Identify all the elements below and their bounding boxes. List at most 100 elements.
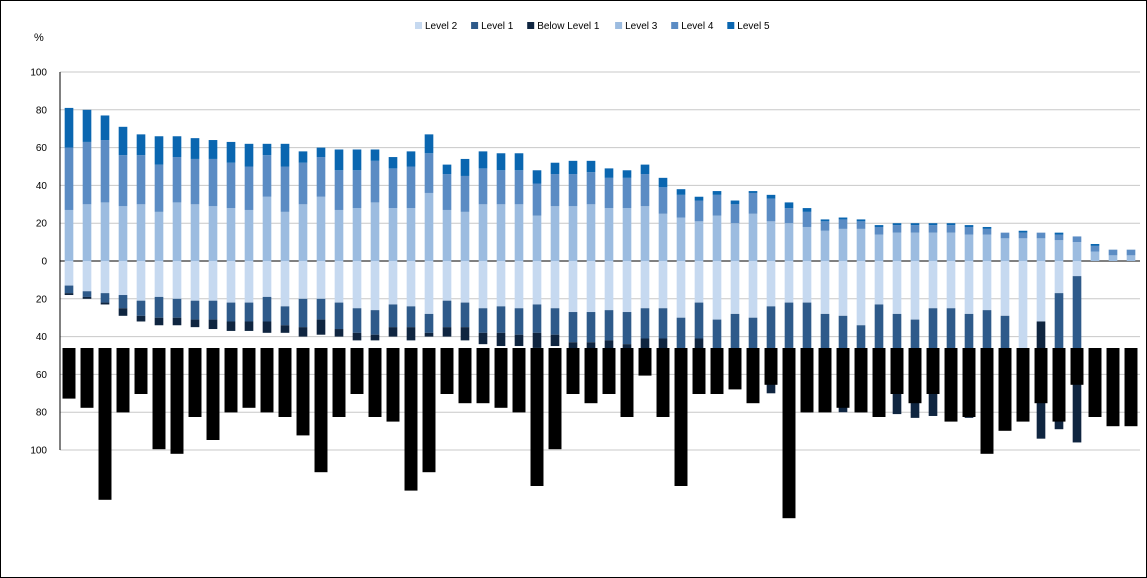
bar-level-3: [982, 234, 992, 261]
bar-level-5: [838, 217, 848, 220]
bar-level-2: [964, 261, 974, 314]
bar-level-5: [370, 149, 380, 161]
bar-level-5: [118, 126, 128, 156]
bar-level-4: [712, 194, 722, 216]
bar-level-1: [802, 302, 812, 356]
bar-level-2: [280, 261, 290, 307]
bar-level-1: [820, 313, 830, 365]
bar-level-4: [82, 141, 92, 205]
y-axis-unit-label: %: [34, 32, 44, 44]
bar-level-5: [1018, 230, 1028, 233]
bar-level-2: [622, 261, 632, 313]
category-label-redacted: [116, 348, 130, 413]
bar-level-5: [244, 143, 254, 167]
bar-level-1: [532, 304, 542, 333]
legend-swatch: [727, 22, 735, 29]
bar-level-1: [784, 302, 794, 348]
bar-level-1: [766, 306, 776, 358]
bar-level-2: [478, 261, 488, 309]
bar-level-1: [1000, 315, 1010, 381]
bar-level-4: [154, 164, 164, 212]
bar-level-3: [784, 223, 794, 261]
bar-level-1: [586, 312, 596, 343]
category-label-redacted: [584, 348, 598, 404]
bar-level-3: [568, 206, 578, 261]
bar-level-3: [226, 208, 236, 261]
bar-level-3: [712, 215, 722, 261]
legend-entry: Level 4: [681, 21, 714, 32]
bar-level-3: [460, 211, 470, 261]
legend-swatch: [615, 22, 623, 29]
bar-level-2: [172, 261, 182, 299]
bar-level-5: [694, 196, 704, 201]
bar-level-4: [316, 157, 326, 197]
bar-level-3: [424, 192, 434, 261]
bar-level-2: [100, 261, 110, 294]
bar-level-3: [316, 196, 326, 261]
bar-level-1: [694, 302, 704, 339]
category-label-redacted: [764, 348, 778, 385]
bar-level-2: [1000, 261, 1010, 316]
bar-level-1: [478, 308, 488, 333]
bar-level-1: [1054, 293, 1064, 367]
category-label-redacted: [62, 348, 76, 399]
bar-below-level-1: [334, 329, 344, 337]
bar-level-2: [604, 261, 614, 311]
bar-level-1: [658, 308, 668, 339]
category-label-redacted: [710, 348, 724, 394]
bar-level-1: [712, 319, 722, 360]
bar-level-1: [370, 310, 380, 335]
bar-level-5: [388, 157, 398, 169]
bar-level-4: [622, 177, 632, 209]
bar-level-3: [1090, 251, 1100, 261]
y-tick-label: 0: [41, 257, 47, 268]
bar-level-1: [280, 306, 290, 326]
bar-level-1: [892, 313, 902, 382]
legend-swatch: [415, 22, 422, 29]
bar-level-2: [154, 261, 164, 297]
bar-level-1: [172, 298, 182, 318]
category-label-redacted: [278, 348, 292, 417]
y-tick-label: 80: [36, 105, 48, 116]
y-tick-label: 60: [36, 143, 48, 154]
bar-level-4: [856, 221, 866, 229]
bar-level-1: [964, 313, 974, 362]
bar-level-4: [226, 162, 236, 209]
bar-level-4: [370, 160, 380, 203]
bar-level-3: [694, 221, 704, 261]
category-label-redacted: [566, 348, 580, 394]
bar-level-2: [424, 261, 434, 314]
bar-level-5: [730, 200, 740, 205]
category-label-redacted: [998, 348, 1012, 431]
bar-level-4: [64, 147, 74, 210]
bar-level-3: [1036, 238, 1046, 261]
category-label-redacted: [1034, 348, 1048, 404]
category-label-redacted: [224, 348, 238, 413]
bar-level-3: [910, 232, 920, 261]
category-label-redacted: [746, 348, 760, 404]
bar-level-4: [1108, 249, 1118, 256]
bar-level-5: [982, 226, 992, 229]
bar-level-2: [1036, 261, 1046, 322]
bar-level-2: [352, 261, 362, 309]
bar-level-5: [460, 158, 470, 176]
legend-entry: Below Level 1: [537, 21, 600, 32]
bar-level-1: [604, 310, 614, 341]
category-label-redacted: [314, 348, 328, 473]
bar-level-1: [82, 291, 92, 297]
bar-level-2: [550, 261, 560, 309]
bar-level-5: [280, 143, 290, 167]
bar-level-5: [712, 191, 722, 195]
bar-level-3: [352, 208, 362, 261]
bar-level-3: [280, 211, 290, 261]
bar-below-level-1: [892, 381, 902, 415]
bar-level-1: [748, 317, 758, 358]
bar-level-4: [928, 225, 938, 233]
bar-level-3: [928, 232, 938, 261]
category-label-redacted: [728, 348, 742, 390]
category-label-redacted: [1070, 348, 1084, 385]
bar-level-4: [604, 177, 614, 209]
bar-level-2: [190, 261, 200, 301]
category-label-redacted: [260, 348, 274, 413]
bar-level-3: [748, 213, 758, 261]
